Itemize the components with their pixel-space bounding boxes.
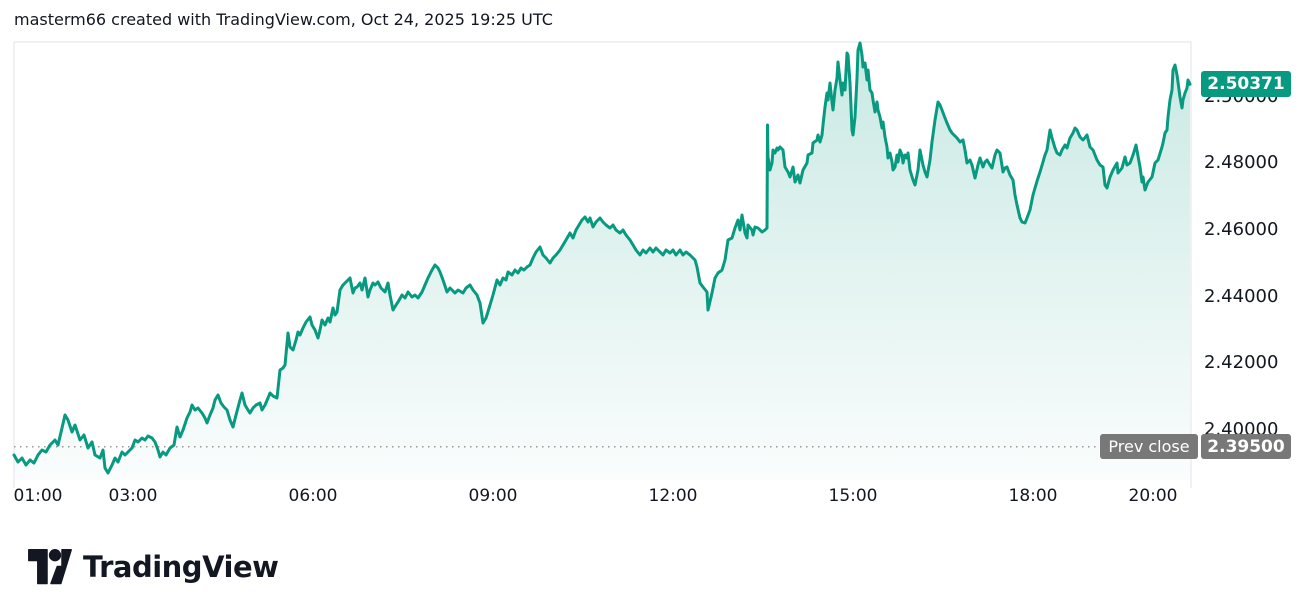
last-price-value: 2.50371: [1207, 74, 1285, 95]
time-tick-label: 03:00: [108, 486, 158, 506]
time-tick-label: 12:00: [648, 486, 698, 506]
tradingview-logo-text: TradingView: [83, 550, 279, 584]
last-price-badge: 2.50371: [1201, 71, 1291, 98]
prev-close-label: Prev close: [1108, 437, 1190, 457]
time-tick-label: 06:00: [288, 486, 338, 506]
prev-close-label-badge: Prev close: [1100, 434, 1198, 460]
tradingview-logo-icon: [28, 549, 72, 585]
time-tick-label: 01:00: [13, 486, 63, 506]
prev-close-value-badge: 2.39500: [1201, 434, 1291, 460]
prev-close-value: 2.39500: [1207, 436, 1285, 457]
price-area-fill: [14, 43, 1190, 480]
price-tick-label: 2.48000: [1204, 152, 1279, 174]
price-tick-label: 2.46000: [1204, 219, 1279, 240]
time-tick-label: 15:00: [828, 486, 878, 506]
time-tick-label: 09:00: [468, 486, 518, 506]
price-tick-label: 2.42000: [1204, 352, 1279, 374]
time-tick-label: 18:00: [1008, 486, 1058, 506]
plot-border: [13, 41, 1192, 488]
time-tick-label: 20:00: [1128, 486, 1178, 506]
price-line: [12, 41, 1192, 475]
tradingview-logo[interactable]: TradingView: [28, 549, 279, 585]
price-tick-label: 2.44000: [1204, 285, 1279, 307]
attribution-header: masterm66 created with TradingView.com, …: [14, 10, 553, 29]
time-scale[interactable]: 01:00 03:00 06:00 09:00 12:00 15:00 18:00 20:00: [0, 481, 1311, 511]
